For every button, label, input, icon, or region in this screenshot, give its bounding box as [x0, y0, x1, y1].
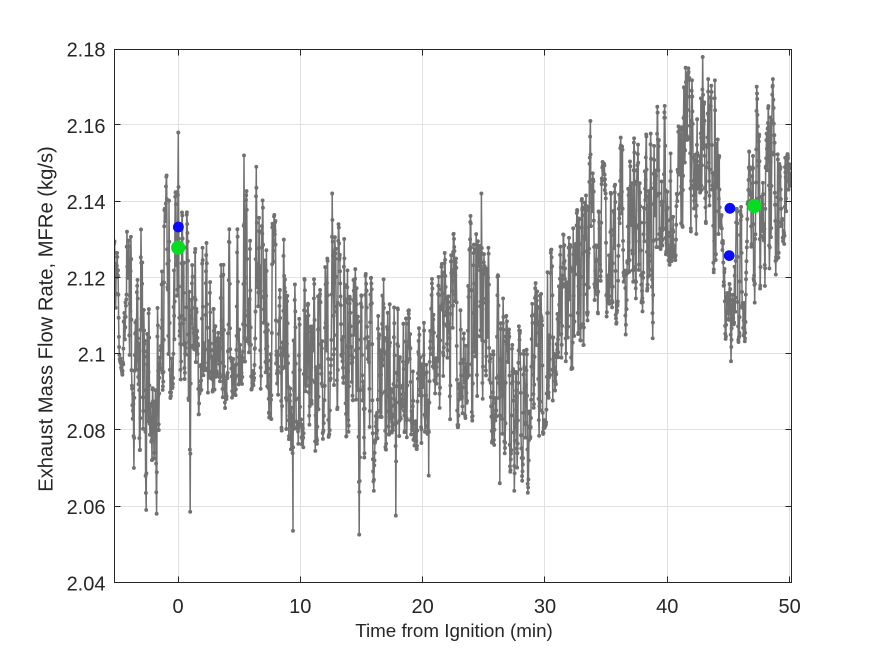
- svg-text:2.04: 2.04: [67, 573, 106, 595]
- svg-text:2.06: 2.06: [67, 497, 106, 519]
- svg-text:Time from Ignition (min): Time from Ignition (min): [355, 620, 553, 641]
- svg-text:2.12: 2.12: [67, 268, 106, 290]
- svg-text:50: 50: [778, 596, 800, 618]
- svg-text:2.14: 2.14: [67, 192, 106, 214]
- svg-text:40: 40: [656, 596, 678, 618]
- svg-text:30: 30: [534, 596, 556, 618]
- svg-text:2.08: 2.08: [67, 421, 106, 443]
- svg-text:Exhaust Mass Flow Rate, MFRe (: Exhaust Mass Flow Rate, MFRe (kg/s): [36, 146, 58, 492]
- svg-text:2.1: 2.1: [78, 345, 106, 367]
- svg-text:10: 10: [289, 596, 311, 618]
- svg-text:20: 20: [411, 596, 433, 618]
- svg-text:2.18: 2.18: [67, 40, 106, 62]
- svg-text:2.16: 2.16: [67, 116, 106, 138]
- svg-text:0: 0: [172, 596, 183, 618]
